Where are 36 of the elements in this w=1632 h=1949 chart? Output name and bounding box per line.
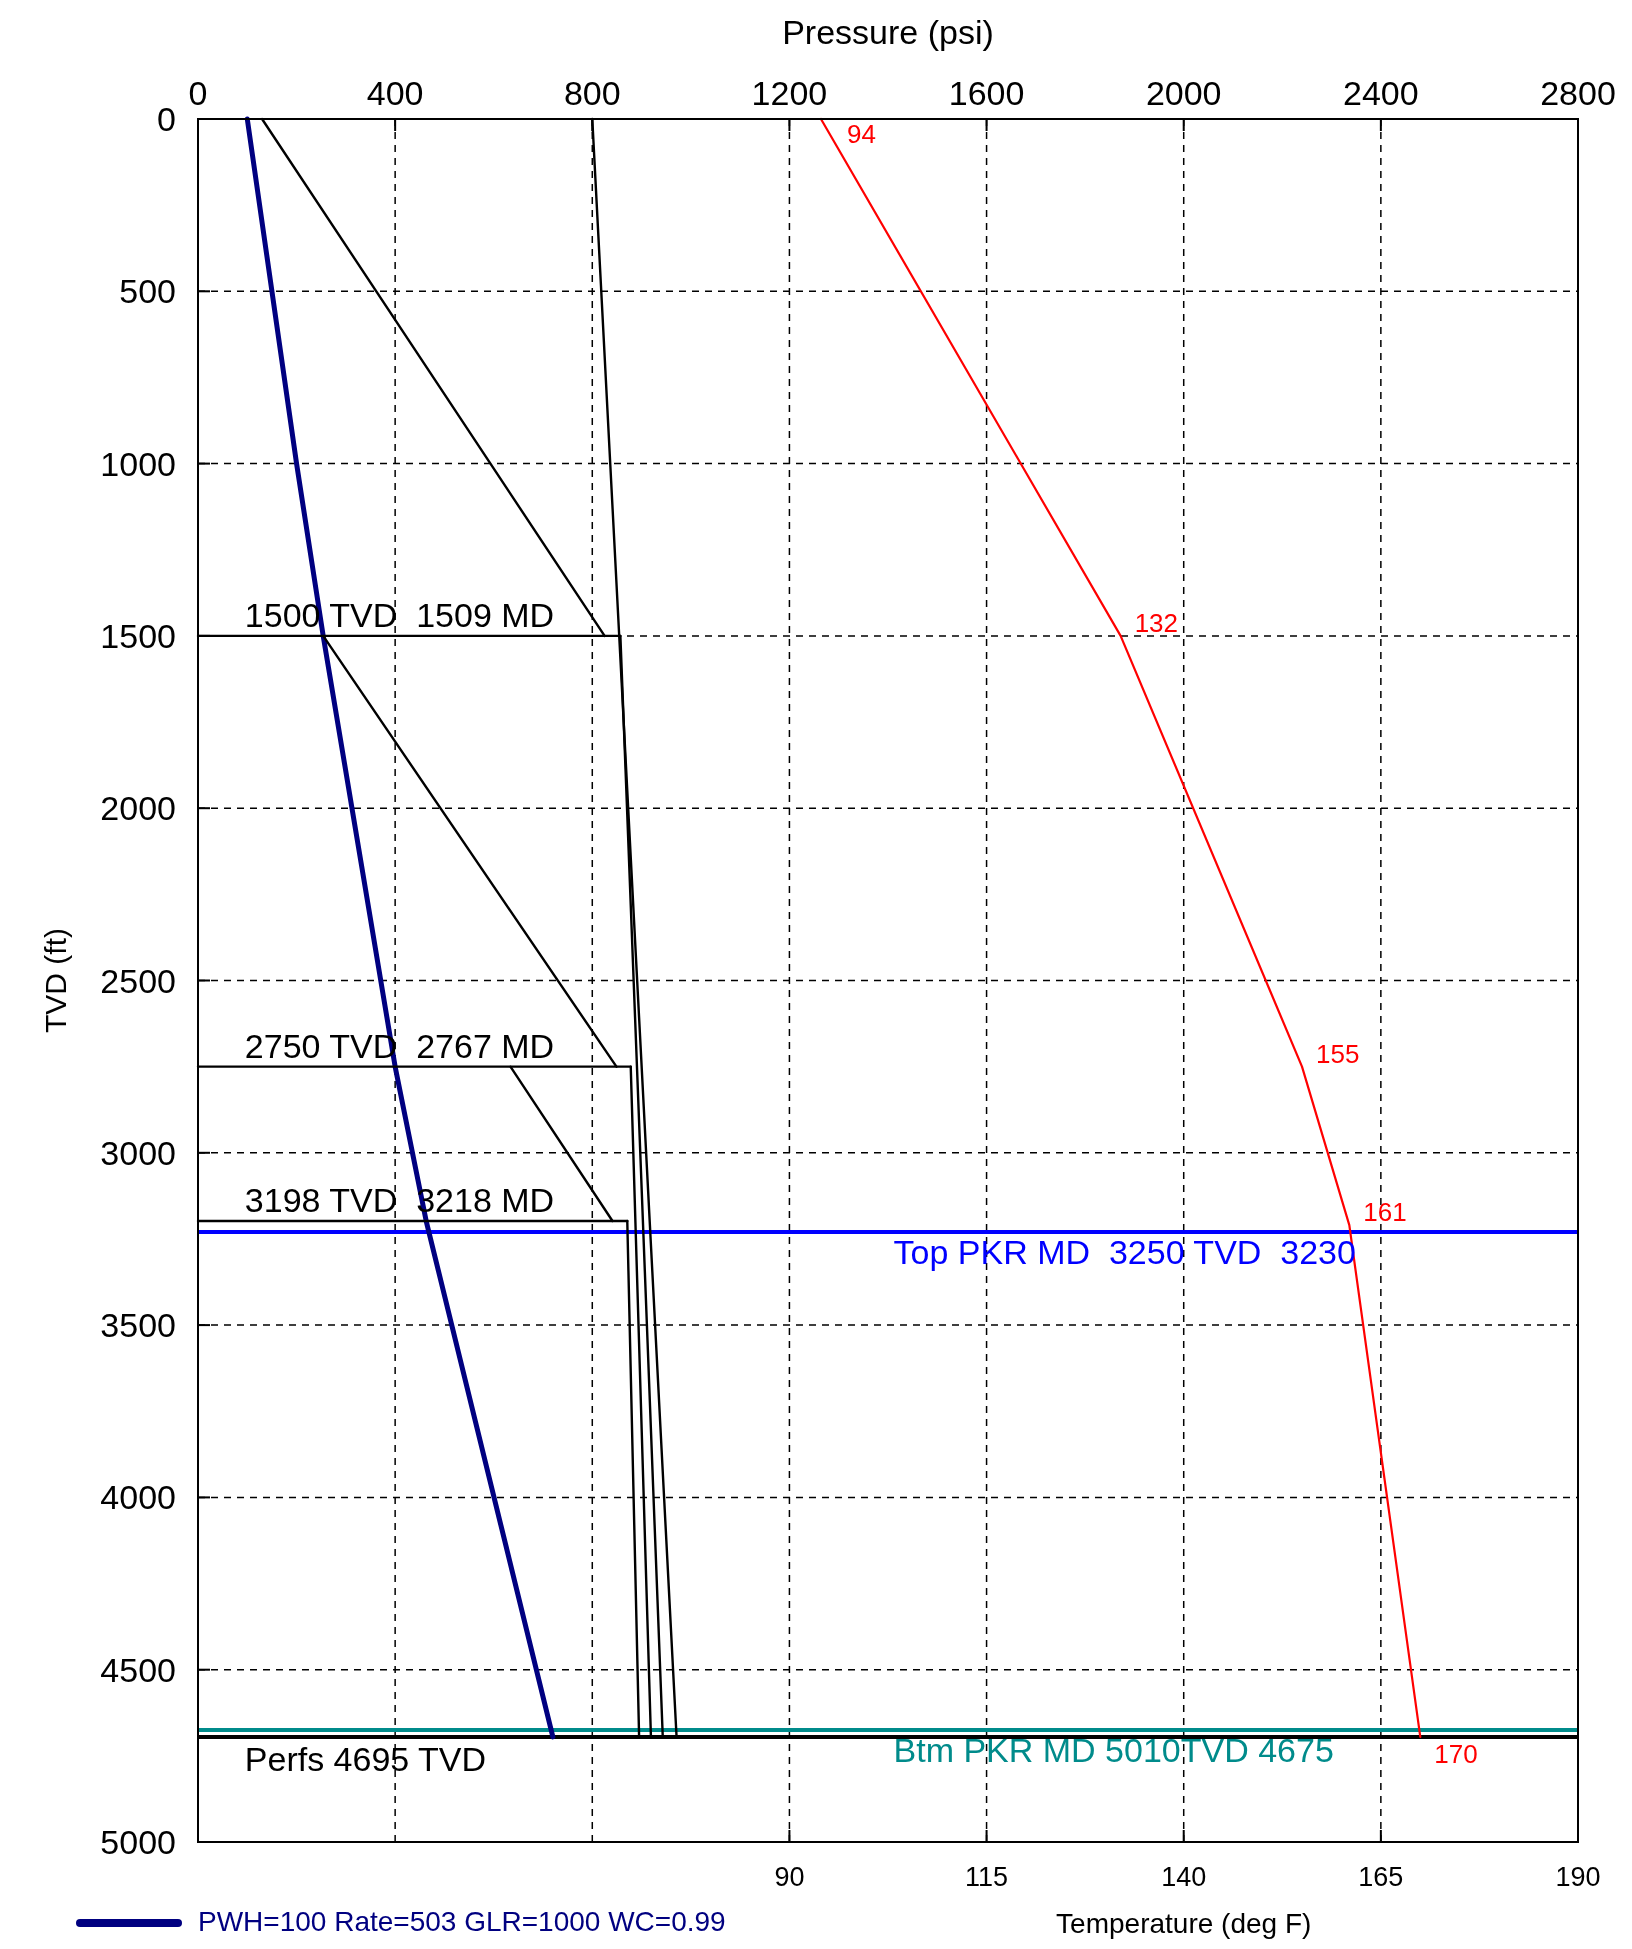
x-axis-title: Pressure (psi) (782, 13, 994, 51)
ref-line-label: Btm PKR MD 5010TVD 4675 (893, 1731, 1334, 1770)
y-tick-label: 3500 (100, 1306, 176, 1345)
annotation: 155 (1316, 1038, 1360, 1069)
y-tick-label: 3000 (100, 1133, 176, 1172)
y-tick-label: 1500 (100, 616, 176, 655)
x2-tick-label: 190 (1555, 1862, 1601, 1892)
annotation: 170 (1434, 1738, 1478, 1769)
x-tick-label: 400 (366, 74, 424, 112)
y-tick-label: 1000 (100, 444, 176, 483)
y-axis-title: TVD (ft) (39, 928, 72, 1033)
x2-axis-title: Temperature (deg F) (1056, 1908, 1312, 1939)
annotation: 1500 TVD 1509 MD (244, 595, 555, 634)
annotation: 132 (1134, 607, 1179, 638)
x2-tick-label: 115 (965, 1862, 1009, 1892)
annotation: 94 (846, 119, 876, 149)
y-tick-label: 0 (157, 100, 176, 138)
x2-tick-label: 90 (774, 1862, 805, 1892)
x-tick-label: 0 (188, 74, 208, 112)
legend-label: PWH=100 Rate=503 GLR=1000 WC=0.99 (198, 1906, 726, 1937)
x-tick-label: 1200 (751, 74, 828, 112)
x-tick-label: 1600 (948, 74, 1025, 112)
x-tick-label: 2000 (1145, 74, 1222, 112)
x-tick-label: 2800 (1540, 74, 1616, 112)
y-tick-label: 2000 (100, 789, 176, 828)
x2-tick-label: 165 (1358, 1862, 1404, 1892)
annotation: Perfs 4695 TVD (244, 1739, 487, 1778)
x-tick-label: 800 (563, 74, 621, 112)
annotation: 161 (1363, 1197, 1407, 1228)
y-tick-label: 4000 (100, 1478, 176, 1517)
x-tick-label: 2400 (1343, 74, 1419, 112)
x2-tick-label: 140 (1161, 1862, 1207, 1892)
y-tick-label: 4500 (100, 1650, 176, 1689)
y-tick-label: 5000 (100, 1823, 176, 1861)
y-tick-label: 500 (119, 272, 176, 311)
y-tick-label: 2500 (100, 961, 176, 1000)
